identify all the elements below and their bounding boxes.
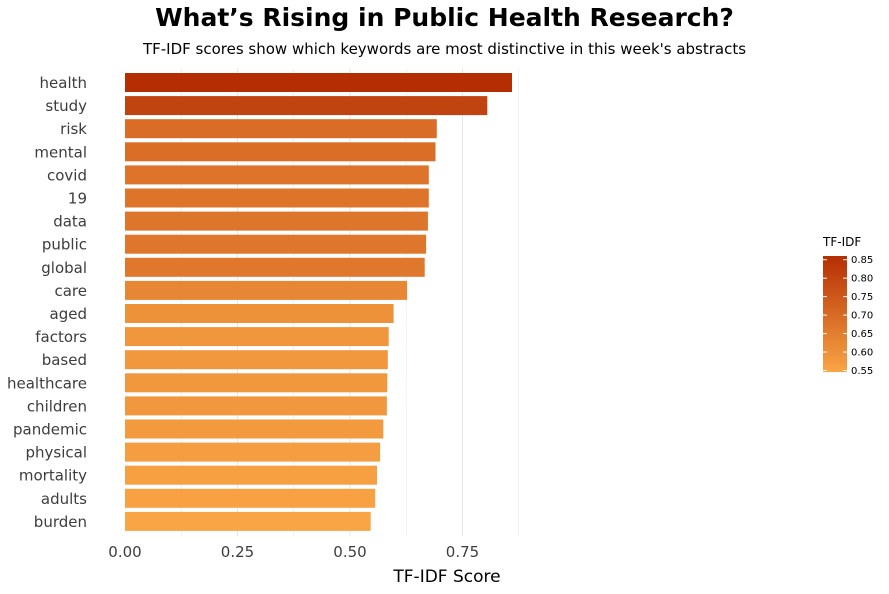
x-tick-label: 0.50 [333,543,366,561]
x-axis-title: TF-IDF Score [392,567,500,587]
bars [125,73,512,531]
category-label: health [40,74,87,92]
category-label: mortality [19,467,87,485]
category-label: risk [60,120,87,138]
category-label: public [42,236,87,254]
bar-aged [125,304,394,323]
legend-tick-label: 0.60 [851,348,873,359]
x-axis-ticks: 0.00 0.25 0.50 0.75 [108,543,479,561]
legend-tick-label: 0.80 [851,274,873,285]
bar-based [125,350,388,370]
x-tick-label: 0.00 [108,543,141,561]
category-label: pandemic [13,421,87,439]
bar-19 [125,188,429,208]
category-label: study [45,97,87,115]
category-label: care [54,282,87,300]
bar-pandemic [125,419,384,439]
bar-care [125,280,408,300]
legend-tick-label: 0.55 [851,366,873,377]
chart-subtitle: TF-IDF scores show which keywords are mo… [142,40,747,58]
x-tick-label: 0.25 [221,543,254,561]
legend-color-bar [823,256,847,372]
category-label: aged [50,305,87,323]
legend-tick-label: 0.85 [851,255,873,266]
bar-mortality [125,465,377,485]
bar-adults [125,488,376,508]
category-labels: health study risk mental covid 19 data public gl… [7,74,87,531]
legend-title: TF-IDF [822,235,861,249]
bar-health [125,73,512,92]
bar-burden [125,511,371,531]
bar-risk [125,119,437,139]
bar-covid [125,165,429,185]
bar-global [125,257,425,277]
bar-children [125,396,387,416]
category-label: 19 [68,190,87,208]
category-label: adults [41,490,87,508]
legend-ticks: 0.85 0.80 0.75 0.70 0.65 0.60 0.55 [823,255,873,377]
bar-study [125,96,488,116]
category-label: burden [34,513,87,531]
category-label: mental [34,143,87,161]
bar-healthcare [125,373,388,393]
bar-data [125,211,428,231]
chart-title: What’s Rising in Public Health Research? [155,3,734,32]
legend-tick-label: 0.65 [851,329,873,340]
legend-tick-label: 0.75 [851,292,873,303]
color-legend: TF-IDF 0.85 0.80 0.75 0.70 0.65 0.60 0.55 [822,235,873,377]
category-label: data [53,213,87,231]
x-tick-label: 0.75 [446,543,479,561]
legend-tick-label: 0.70 [851,311,873,322]
category-label: global [41,259,87,277]
category-label: healthcare [7,374,87,392]
bar-public [125,234,427,254]
category-label: children [27,397,87,415]
category-label: covid [47,166,87,184]
category-label: based [42,351,87,369]
bar-mental [125,142,436,162]
category-label: factors [35,328,87,346]
category-label: physical [26,444,88,462]
bar-factors [125,327,389,347]
bar-physical [125,442,381,462]
